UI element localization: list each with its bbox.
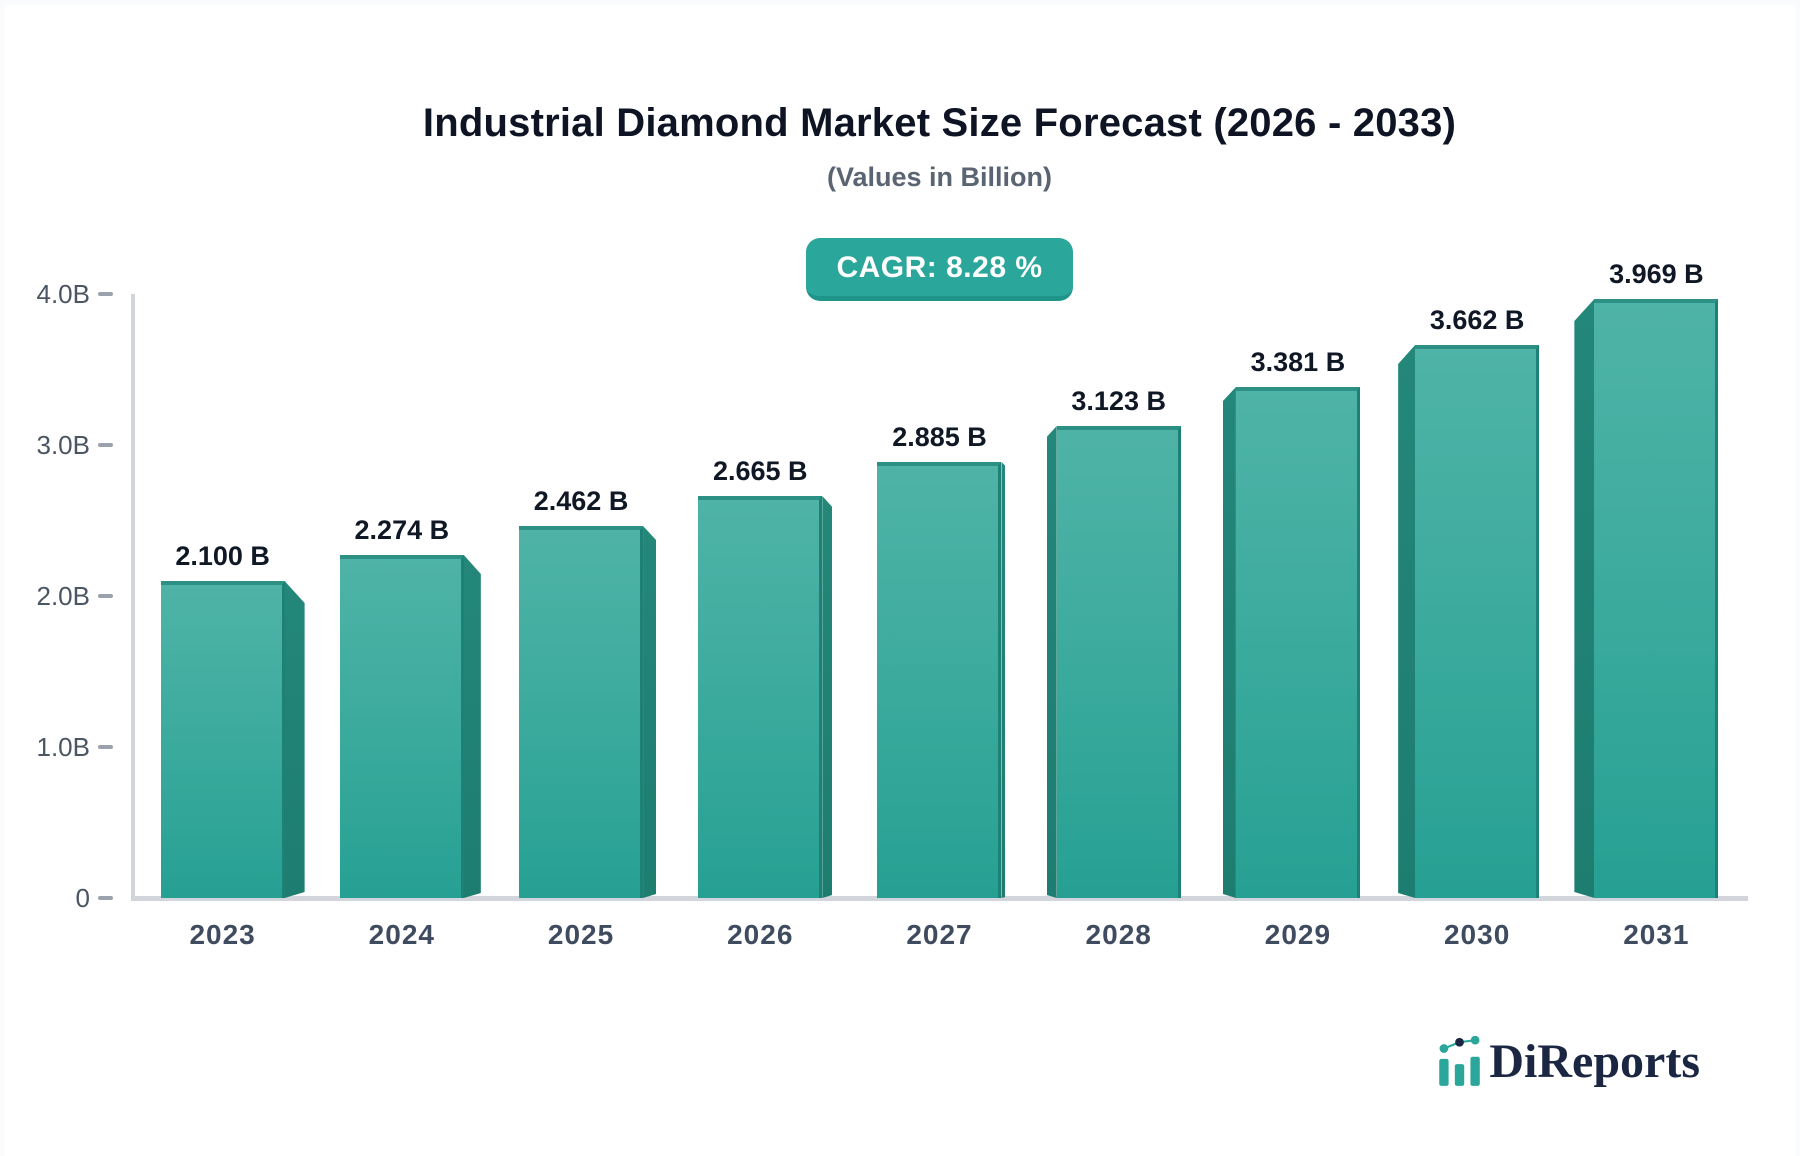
year-slot: 2024 bbox=[312, 919, 491, 951]
year-slot: 2023 bbox=[133, 919, 312, 951]
bar-slot: 3.123 B bbox=[1029, 294, 1208, 898]
y-axis-tick-label: 3.0B bbox=[36, 430, 91, 460]
bar-2024: 2.274 B bbox=[339, 515, 464, 898]
bars-area: 2.100 B 2.274 B 2.462 B 2.665 B 2.885 B 3.123… bbox=[133, 259, 1746, 898]
bar-slot: 3.381 B bbox=[1208, 294, 1387, 898]
y-axis-tick-mark bbox=[98, 292, 113, 296]
y-axis-tick-label: 4.0B bbox=[36, 279, 91, 309]
bar-side-shadow bbox=[1574, 299, 1594, 898]
y-axis-line bbox=[131, 294, 135, 901]
y-axis-tick-mark bbox=[98, 896, 113, 900]
bar-side-shadow bbox=[1223, 387, 1236, 898]
bar-side-shadow bbox=[1001, 462, 1005, 898]
y-axis-tick-label: 1.0B bbox=[36, 732, 91, 762]
bar-value-label: 2.100 B bbox=[175, 541, 270, 571]
bar-2031: 3.969 B bbox=[1594, 259, 1719, 898]
bar-face bbox=[1235, 387, 1360, 898]
y-axis-tick-mark bbox=[98, 745, 113, 749]
y-axis-tick-label: 0 bbox=[75, 883, 90, 913]
bar-side-shadow bbox=[1398, 345, 1415, 898]
chart-subtitle: (Values in Billion) bbox=[826, 162, 1053, 192]
chart-card: Industrial Diamond Market Size Forecast … bbox=[4, 5, 1796, 1156]
bar-face bbox=[339, 555, 464, 898]
year-slot: 2025 bbox=[491, 919, 670, 951]
x-axis-label-2023: 2023 bbox=[189, 919, 256, 950]
bar-2023: 2.100 B bbox=[160, 541, 285, 898]
bar-side-shadow bbox=[1047, 426, 1057, 898]
chart-header: Industrial Diamond Market Size Forecast … bbox=[133, 101, 1746, 301]
x-axis-label-2028: 2028 bbox=[1085, 919, 1152, 950]
x-axis-label-2026: 2026 bbox=[727, 919, 794, 950]
bar-slot: 2.274 B bbox=[312, 294, 491, 898]
x-axis-label-2031: 2031 bbox=[1623, 919, 1690, 950]
bar-value-label: 2.885 B bbox=[892, 422, 987, 452]
bar-2027: 2.885 B bbox=[877, 422, 1002, 898]
bar-face bbox=[1415, 345, 1540, 898]
bar-slot: 2.665 B bbox=[671, 294, 850, 898]
brand-logo: DiReports bbox=[1436, 1036, 1700, 1088]
year-slot: 2030 bbox=[1388, 919, 1567, 951]
brand-mark-icon bbox=[1439, 1036, 1481, 1086]
bar-value-label: 3.969 B bbox=[1609, 259, 1704, 289]
x-axis-line bbox=[131, 896, 1748, 901]
bar-slot: 2.100 B bbox=[133, 294, 312, 898]
bar-side-shadow bbox=[822, 496, 832, 898]
y-axis-tick-label: 2.0B bbox=[36, 581, 91, 611]
y-axis-tick-mark bbox=[98, 594, 113, 598]
bar-face bbox=[1056, 426, 1181, 898]
bar-slot: 2.462 B bbox=[491, 294, 670, 898]
bar-slot: 3.969 B bbox=[1567, 259, 1746, 898]
cagr-badge: CAGR: 8.28 % bbox=[806, 238, 1073, 301]
x-axis-label-2029: 2029 bbox=[1264, 919, 1332, 950]
bar-slot: 3.662 B bbox=[1388, 294, 1567, 898]
bar-face bbox=[519, 526, 644, 898]
bar-side-shadow bbox=[285, 581, 305, 898]
bar-2028: 3.123 B bbox=[1056, 386, 1181, 898]
year-slot: 2027 bbox=[850, 919, 1029, 951]
bar-value-label: 2.665 B bbox=[712, 456, 808, 486]
bar-2026: 2.665 B bbox=[698, 456, 823, 898]
bar-2030: 3.662 B bbox=[1415, 305, 1540, 898]
bar-value-label: 3.123 B bbox=[1071, 386, 1166, 416]
bar-2029: 3.381 B bbox=[1235, 347, 1360, 898]
bar-side-shadow bbox=[643, 526, 656, 898]
bar-value-label: 2.274 B bbox=[354, 515, 450, 545]
bar-face bbox=[160, 581, 285, 898]
bar-face bbox=[1594, 299, 1719, 898]
x-axis-label-2027: 2027 bbox=[906, 919, 973, 950]
year-slot: 2028 bbox=[1029, 919, 1208, 951]
bar-value-label: 2.462 B bbox=[533, 486, 629, 516]
bar-slot: 2.885 B bbox=[850, 294, 1029, 898]
chart-title: Industrial Diamond Market Size Forecast … bbox=[422, 101, 1457, 145]
bar-2025: 2.462 B bbox=[519, 486, 644, 898]
year-slot: 2031 bbox=[1567, 919, 1746, 951]
bar-face bbox=[877, 462, 1002, 898]
year-slot: 2026 bbox=[671, 919, 850, 951]
bar-value-label: 3.662 B bbox=[1429, 305, 1525, 335]
x-axis-label-2025: 2025 bbox=[547, 919, 615, 950]
year-slot: 2029 bbox=[1208, 919, 1387, 951]
bar-value-label: 3.381 B bbox=[1250, 347, 1346, 377]
x-axis-label-2024: 2024 bbox=[368, 919, 435, 950]
x-axis-labels: 2023 2024 2025 2026 2027 2028 2029 2030 2031 bbox=[133, 919, 1746, 951]
bar-face bbox=[698, 496, 823, 898]
bar-side-shadow bbox=[464, 555, 481, 898]
brand-name: DiReports bbox=[1489, 1035, 1700, 1088]
y-axis-tick-mark bbox=[98, 443, 113, 447]
x-axis-label-2030: 2030 bbox=[1443, 919, 1511, 950]
